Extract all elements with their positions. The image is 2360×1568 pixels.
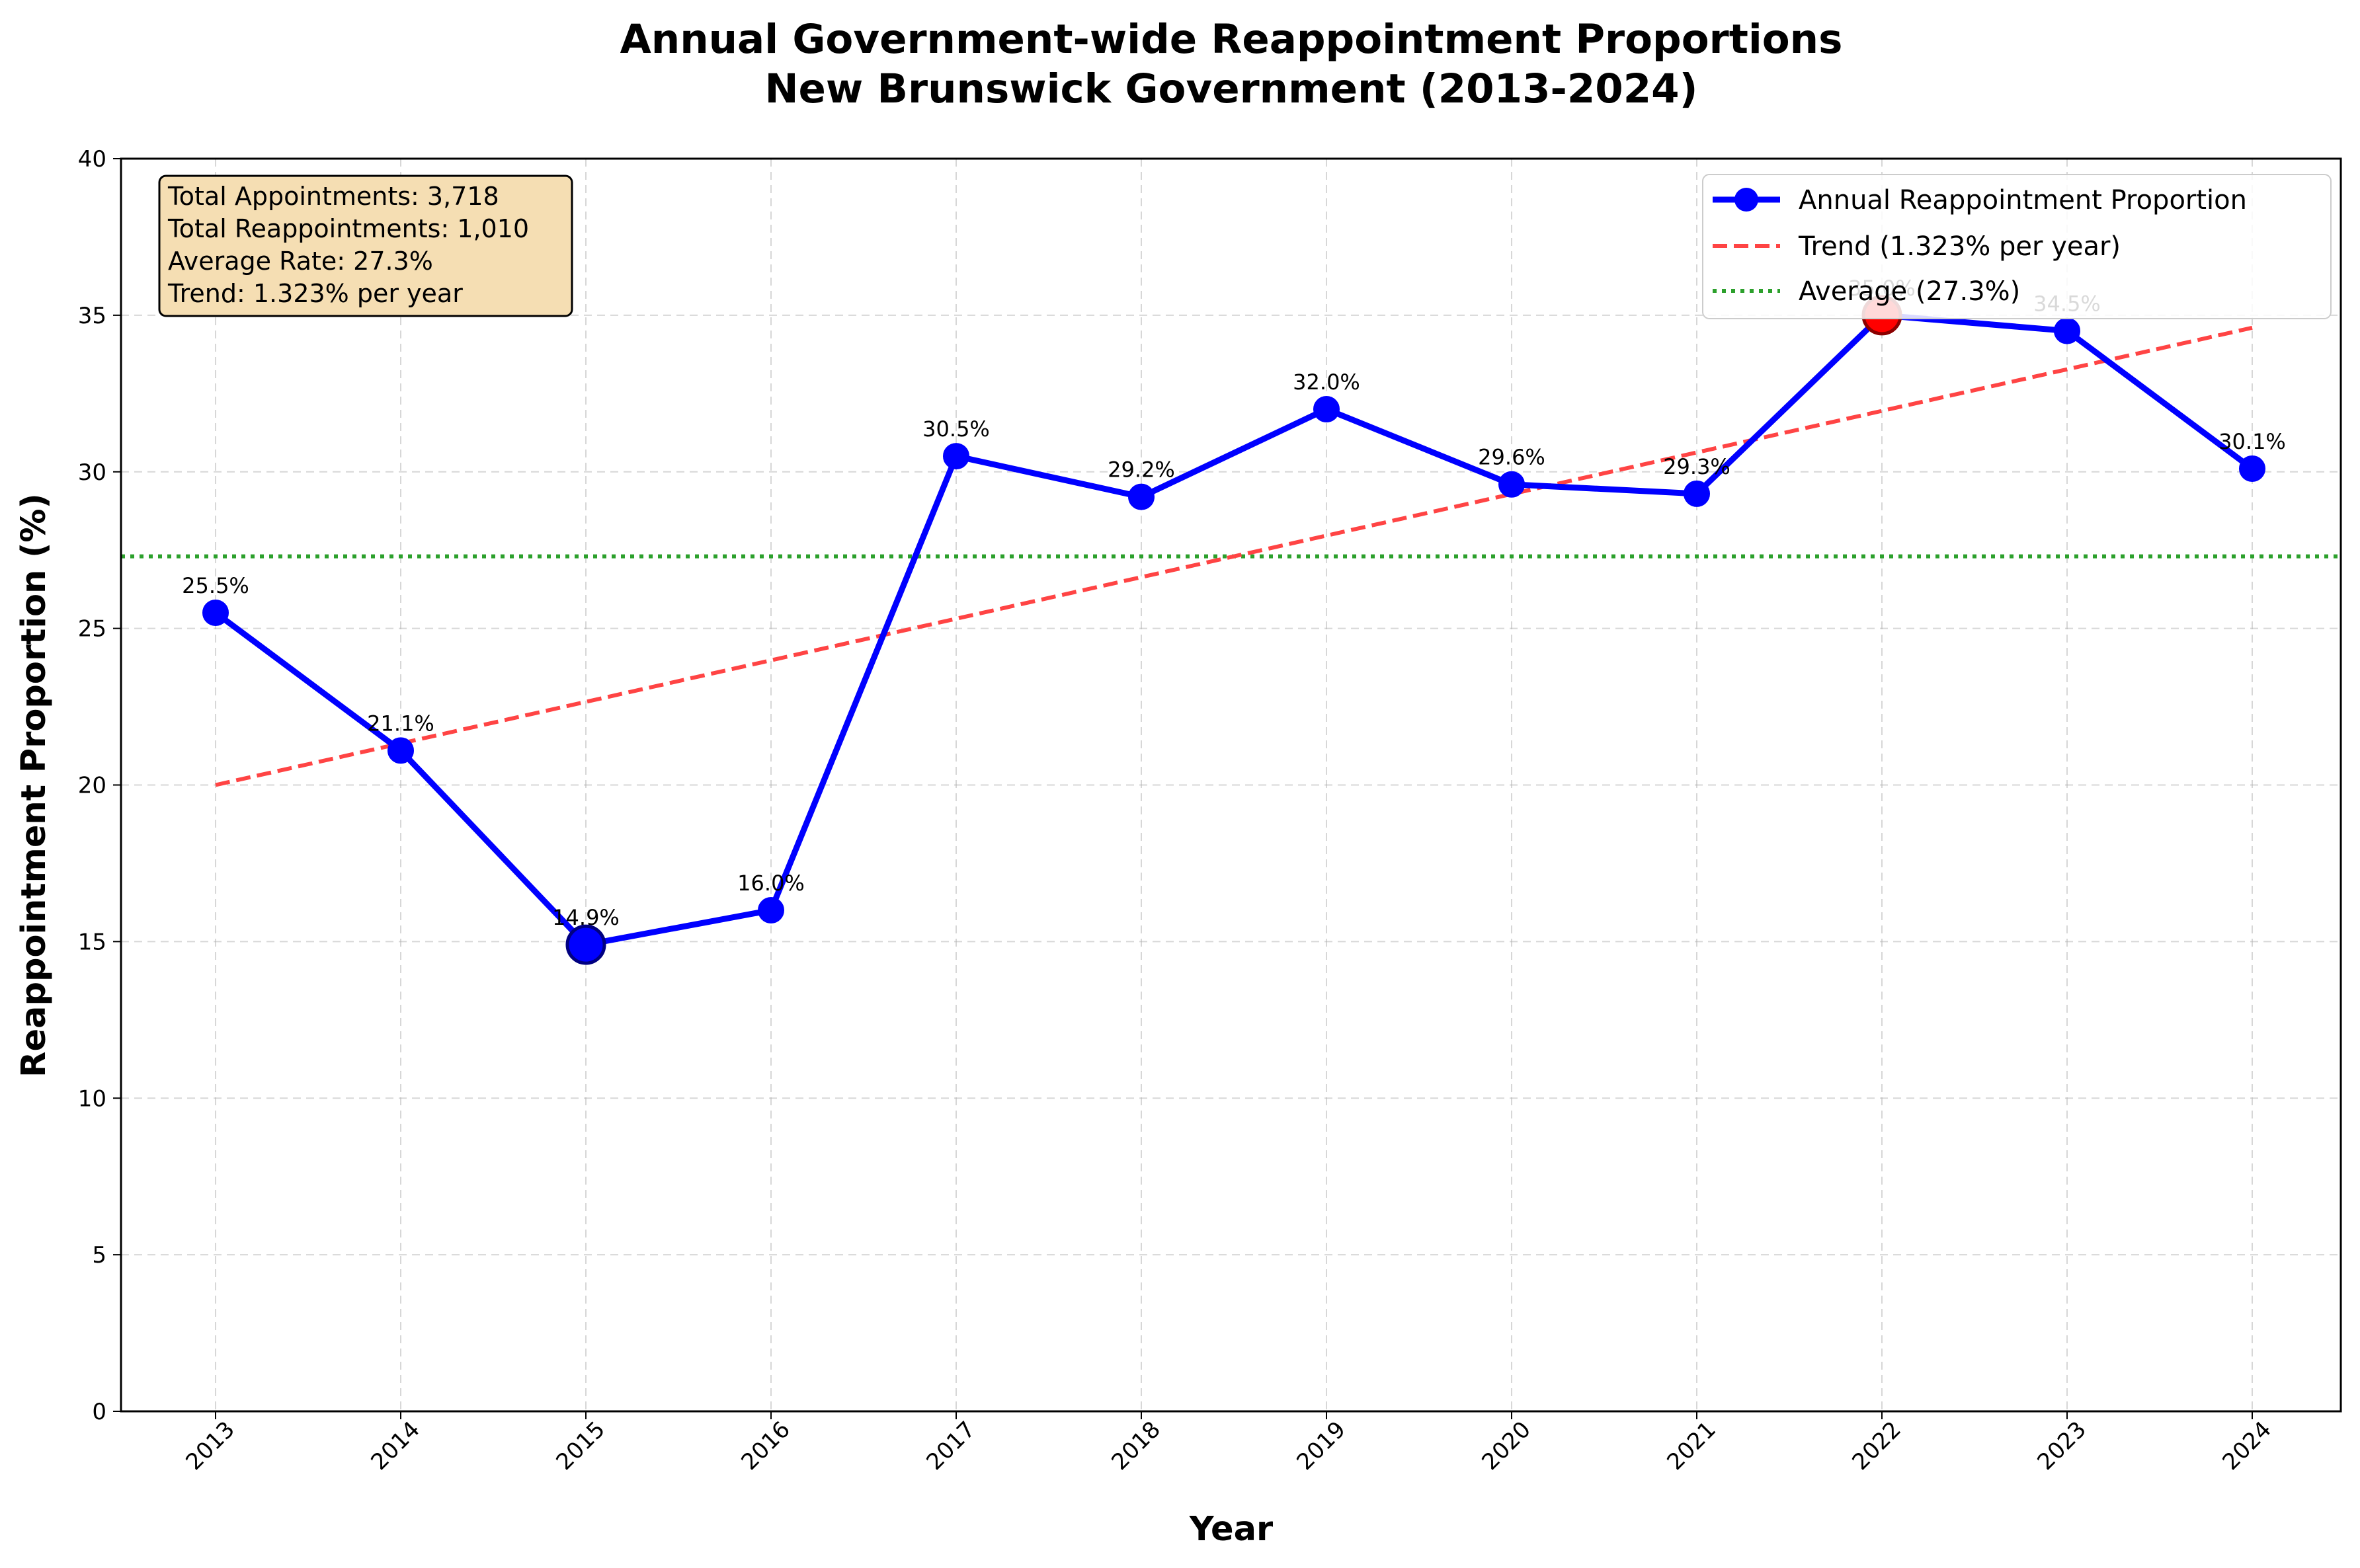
y-tick-label: 10 [78,1085,106,1112]
x-tick-label: 2022 [1847,1416,1906,1475]
legend-average-label: Average (27.3%) [1799,276,2020,307]
stats-total-appointments: Total Appointments: 3,718 [167,182,499,211]
y-ticks: 0 5 10 15 20 25 30 35 40 [78,146,121,1425]
data-point-min [565,924,606,965]
data-point [943,443,969,470]
data-point [1313,396,1340,422]
data-point [1684,480,1710,507]
data-label: 25.5% [182,573,249,598]
y-tick-label: 0 [92,1399,106,1425]
legend: Annual Reappointment Proportion Trend (1… [1702,174,2332,319]
y-tick-label: 40 [78,146,106,173]
legend-box [1702,174,2332,319]
legend-series-marker [1734,188,1758,212]
stats-total-reappointments: Total Reappointments: 1,010 [167,214,529,243]
stats-box: Total Appointments: 3,718 Total Reappoin… [158,175,573,317]
data-label: 29.2% [1108,457,1175,483]
data-label: 30.1% [2218,429,2286,454]
data-label: 16.0% [737,871,805,896]
chart-title-line1: Annual Government-wide Reappointment Pro… [620,16,1843,63]
x-ticks: 2013 2014 2015 2016 2017 2018 2019 2020 2021 2022… [181,1411,2277,1475]
legend-trend-label: Trend (1.323% per year) [1798,231,2121,262]
stats-trend: Trend: 1.323% per year [167,279,463,308]
data-label: 21.1% [367,711,434,736]
x-tick-label: 2020 [1477,1416,1535,1475]
y-tick-label: 30 [78,459,106,486]
y-tick-label: 35 [78,303,106,329]
y-axis-label: Reappointment Proportion (%) [15,493,54,1078]
x-tick-label: 2018 [1106,1416,1165,1475]
chart-title-line2: New Brunswick Government (2013-2024) [765,65,1698,112]
plot-area [121,159,2341,1411]
x-tick-label: 2015 [551,1416,610,1475]
data-point [202,599,229,626]
data-label: 30.5% [922,416,990,442]
y-tick-label: 5 [92,1242,106,1269]
data-point [387,737,414,764]
legend-series-label: Annual Reappointment Proportion [1799,185,2247,216]
stats-box-background [158,175,573,317]
x-tick-label: 2021 [1662,1416,1721,1475]
y-tick-label: 15 [78,929,106,955]
trend-line [215,325,2253,787]
data-label: 29.6% [1478,445,1545,470]
x-tick-label: 2024 [2217,1416,2276,1475]
stats-average-rate: Average Rate: 27.3% [168,247,433,276]
x-axis-label: Year [1189,1510,1273,1549]
y-tick-label: 20 [78,773,106,799]
data-label: 14.9% [552,905,620,930]
x-tick-label: 2013 [181,1416,239,1475]
x-tick-label: 2014 [366,1416,425,1475]
y-tick-label: 25 [78,616,106,643]
data-point [2239,455,2265,483]
x-tick-label: 2016 [736,1416,795,1475]
data-point [758,897,784,923]
x-tick-label: 2023 [2032,1416,2091,1475]
data-point [1498,471,1525,498]
trend-line-group [215,325,2253,787]
data-point [1128,483,1155,510]
x-tick-label: 2017 [921,1416,980,1475]
data-label: 32.0% [1293,370,1360,395]
x-tick-label: 2019 [1291,1416,1350,1475]
data-label: 29.3% [1663,454,1730,479]
data-point [2054,317,2080,344]
